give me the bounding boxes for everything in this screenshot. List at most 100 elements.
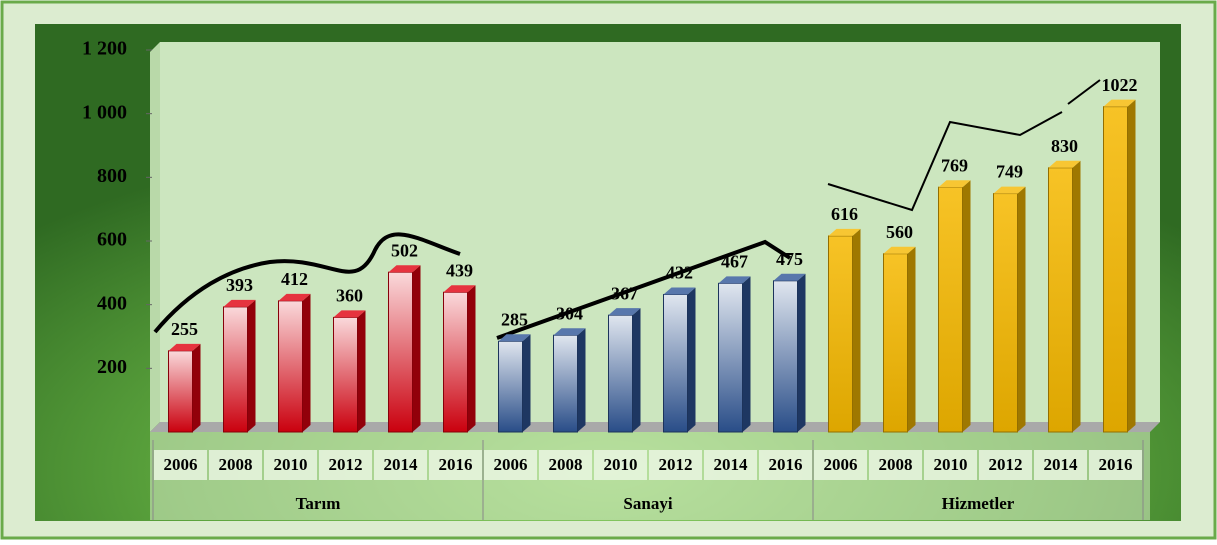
x-tick-label: 2016 (1099, 455, 1133, 474)
bar (828, 228, 861, 433)
bar-top (278, 293, 311, 301)
bar-side (797, 273, 806, 432)
bar-top (1103, 99, 1136, 107)
bar-top (938, 180, 971, 188)
trend-sketch (827, 79, 1101, 212)
bar-side (302, 293, 311, 432)
year-box (869, 450, 922, 480)
bar (388, 265, 421, 433)
x-tick-label: 2010 (604, 455, 638, 474)
marks (168, 99, 1136, 433)
year-box (814, 450, 867, 480)
data-label: 749 (996, 162, 1023, 182)
year-box (484, 450, 537, 480)
bar (608, 308, 641, 433)
bar (223, 299, 256, 433)
bar (1048, 160, 1081, 433)
year-box (594, 450, 647, 480)
bar-front (773, 280, 798, 433)
bar-front (278, 300, 303, 433)
bar-front (1048, 167, 1073, 433)
bar-side (962, 180, 971, 432)
year-box (319, 450, 372, 480)
year-box (539, 450, 592, 480)
bar-top (223, 299, 256, 307)
x-tick-label: 2010 (274, 455, 308, 474)
x-tick-label: 2010 (934, 455, 968, 474)
bar-top (388, 265, 421, 273)
group-label: Sanayi (623, 494, 672, 513)
data-label: 304 (556, 303, 583, 323)
year-box (264, 450, 317, 480)
bar-front (938, 186, 963, 433)
bar-top (168, 343, 201, 351)
bar-side (467, 285, 476, 432)
data-label: 439 (446, 260, 473, 280)
x-tick-label: 2012 (989, 455, 1023, 474)
bar-top (883, 246, 916, 254)
data-label: 393 (226, 275, 253, 295)
bar-side (577, 328, 586, 432)
data-label: 502 (391, 240, 418, 260)
bar-front (553, 334, 578, 433)
bar-front (608, 314, 633, 433)
bar-side (192, 343, 201, 432)
x-tick-label: 2006 (164, 455, 198, 474)
x-tick-label: 2008 (879, 455, 913, 474)
bar-side (907, 246, 916, 432)
bar (168, 343, 201, 433)
y-tick-label: 600 (97, 229, 127, 251)
bar-top (1048, 160, 1081, 168)
bar (663, 287, 696, 433)
bar (883, 246, 916, 433)
group-label: Tarım (296, 494, 341, 513)
data-label: 830 (1051, 136, 1078, 156)
bar-side (1127, 99, 1136, 432)
year-box (759, 450, 812, 480)
data-label: 432 (666, 263, 693, 283)
bar-top (993, 186, 1026, 194)
year-box (154, 450, 207, 480)
x-tick-label: 2008 (549, 455, 583, 474)
bar-top (773, 273, 806, 281)
x-tick-label: 2006 (824, 455, 858, 474)
bar-side (1072, 160, 1081, 433)
bar-top (333, 310, 366, 318)
bar-top (828, 228, 861, 236)
bar-side (632, 308, 641, 432)
bar-side (357, 310, 366, 432)
data-label: 560 (886, 222, 913, 242)
y-tick-label: 200 (97, 356, 127, 378)
bar-front (388, 271, 413, 433)
bar-front (223, 306, 248, 433)
bar (333, 310, 366, 433)
data-label: 255 (171, 319, 198, 339)
y-tick-label: 1 200 (82, 38, 127, 60)
x-tick-label: 2012 (659, 455, 693, 474)
x-tick-label: 2014 (384, 455, 419, 474)
year-box (979, 450, 1032, 480)
bar-front (498, 340, 523, 433)
bar-front (883, 253, 908, 433)
bar-side (687, 287, 696, 432)
bar-top (718, 276, 751, 284)
year-box (429, 450, 482, 480)
bar (1103, 99, 1136, 433)
year-box (704, 450, 757, 480)
data-label: 360 (336, 286, 363, 306)
data-label: 285 (501, 309, 528, 329)
bar-front (828, 235, 853, 433)
data-label: 467 (721, 251, 748, 271)
bar (718, 276, 751, 433)
year-box (1034, 450, 1087, 480)
x-tick-label: 2008 (219, 455, 253, 474)
bar (443, 285, 476, 433)
bar (993, 186, 1026, 433)
data-label: 475 (776, 249, 803, 269)
data-label: 412 (281, 269, 308, 289)
data-label: 1022 (1102, 75, 1138, 95)
bar-top (608, 308, 641, 316)
trend-sketch (496, 239, 792, 340)
bar-side (1017, 186, 1026, 432)
